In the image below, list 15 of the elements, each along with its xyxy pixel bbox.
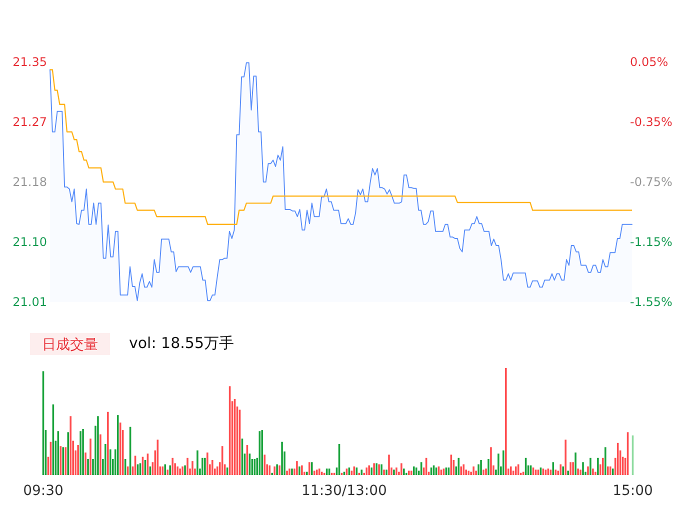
y2-tick-label: -0.35% (630, 115, 672, 129)
y2-tick-label: -0.75% (630, 175, 672, 189)
y-tick-label: 21.10 (12, 235, 47, 249)
x-tick-label: 15:00 (612, 483, 653, 499)
chart-title: 日成交量 (42, 337, 98, 353)
y-tick-label: 21.01 (12, 295, 47, 309)
y2-tick-label: 0.05% (630, 55, 668, 69)
x-tick-label: 09:30 (23, 483, 64, 499)
chart-subtitle: vol: 18.55万手 (129, 334, 234, 352)
y-tick-label: 21.35 (12, 55, 47, 69)
y2-tick-label: -1.55% (630, 295, 672, 309)
y-tick-label: 21.18 (12, 175, 47, 189)
y-tick-label: 21.27 (12, 115, 47, 129)
x-tick-label: 11:30/13:00 (302, 483, 387, 499)
y2-tick-label: -1.15% (630, 235, 672, 249)
